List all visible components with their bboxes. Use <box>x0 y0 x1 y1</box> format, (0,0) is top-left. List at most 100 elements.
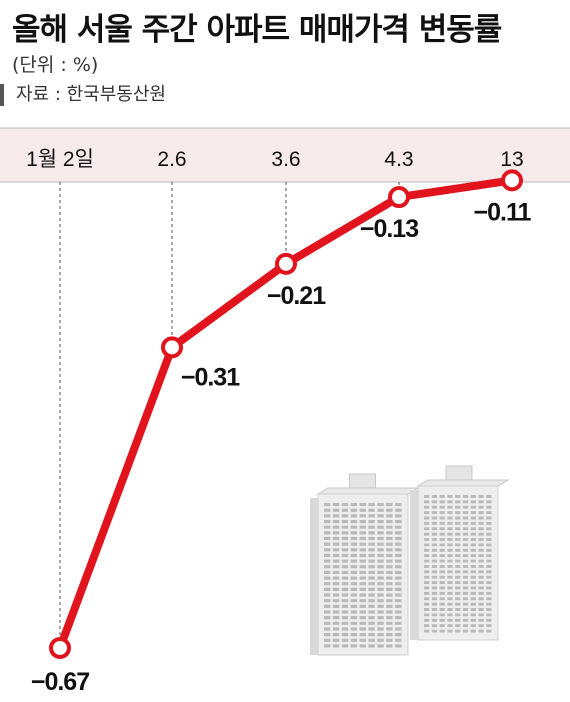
building-window <box>386 519 393 524</box>
building-window <box>439 575 445 579</box>
building-window <box>470 618 476 622</box>
building-window <box>431 516 438 520</box>
building-window <box>431 624 438 628</box>
building-window <box>424 597 430 601</box>
building-window <box>470 597 476 601</box>
building-window <box>386 587 393 591</box>
building-window <box>455 618 461 622</box>
building-window <box>478 602 484 606</box>
building-window <box>455 548 461 552</box>
building-window <box>486 516 492 520</box>
building-window <box>462 543 469 547</box>
building-window <box>439 527 445 531</box>
building-window <box>455 554 461 558</box>
building-window <box>447 608 453 611</box>
building-window <box>478 543 484 547</box>
building-window <box>478 618 484 622</box>
building-window <box>455 532 461 536</box>
building-window <box>447 527 453 531</box>
building-window <box>350 593 358 597</box>
building-window <box>395 638 402 642</box>
building-window <box>455 538 461 541</box>
building-window <box>377 536 384 541</box>
building-window <box>478 586 484 590</box>
building-window <box>455 613 461 617</box>
building-window <box>377 604 384 608</box>
building-window <box>377 542 384 546</box>
building-window <box>386 565 393 569</box>
building-window <box>439 521 445 525</box>
building-window <box>431 613 438 617</box>
building-window <box>368 593 375 597</box>
building-window <box>447 629 453 633</box>
building-window <box>368 587 375 591</box>
building-window <box>341 638 349 642</box>
building-window <box>350 599 358 603</box>
building-window <box>350 627 358 631</box>
building-window <box>324 644 331 648</box>
building-window <box>350 616 358 620</box>
source-label: 자료 : 한국부동산원 <box>0 84 166 106</box>
building-window <box>478 511 484 515</box>
building-window <box>424 538 430 541</box>
building-window <box>324 616 331 620</box>
building-window <box>455 559 461 563</box>
building-window <box>324 531 331 535</box>
building-window <box>439 624 445 628</box>
building-window <box>478 570 484 574</box>
building-window <box>486 565 492 568</box>
building-window <box>332 536 340 541</box>
building-window <box>478 559 484 563</box>
building-window <box>368 514 375 518</box>
category-label: 13 <box>500 148 523 171</box>
building-window <box>478 495 484 498</box>
building-window <box>350 508 358 512</box>
building-window <box>447 570 453 574</box>
building-window <box>462 532 469 536</box>
data-label: −0.13 <box>360 215 418 243</box>
building-window <box>324 548 331 552</box>
building-window <box>431 500 438 504</box>
building-window <box>424 505 430 509</box>
building-window <box>395 570 402 574</box>
building-window <box>377 593 384 597</box>
building-window <box>470 495 476 498</box>
building-window <box>386 638 393 642</box>
building-window <box>395 536 402 541</box>
building-window <box>368 599 375 603</box>
building-window <box>462 548 469 552</box>
building-window <box>455 570 461 574</box>
building-window <box>470 505 476 509</box>
building-window <box>368 627 375 631</box>
building-window <box>332 508 340 512</box>
building-window <box>332 514 340 518</box>
building-window <box>395 559 402 563</box>
building-window <box>359 576 366 580</box>
building-window <box>462 597 469 601</box>
category-band <box>0 128 570 182</box>
building-window <box>341 548 349 552</box>
building-window <box>332 553 340 558</box>
building-window <box>359 599 366 603</box>
building-window <box>439 543 445 547</box>
building-window <box>462 521 469 525</box>
building-window <box>470 581 476 585</box>
building-window <box>447 581 453 585</box>
building-window <box>395 548 402 552</box>
building-window <box>478 538 484 541</box>
building-window <box>395 576 402 580</box>
building-window <box>386 531 393 535</box>
building-window <box>447 624 453 628</box>
building-window <box>447 538 453 541</box>
building-window <box>377 576 384 580</box>
building-window <box>462 527 469 531</box>
building-window <box>386 616 393 620</box>
building-window <box>431 570 438 574</box>
building-window <box>447 516 453 520</box>
building-window <box>359 536 366 541</box>
building-window <box>341 593 349 597</box>
building-window <box>368 503 375 507</box>
building-window <box>470 629 476 633</box>
building-window <box>431 565 438 568</box>
building-window <box>332 644 340 648</box>
